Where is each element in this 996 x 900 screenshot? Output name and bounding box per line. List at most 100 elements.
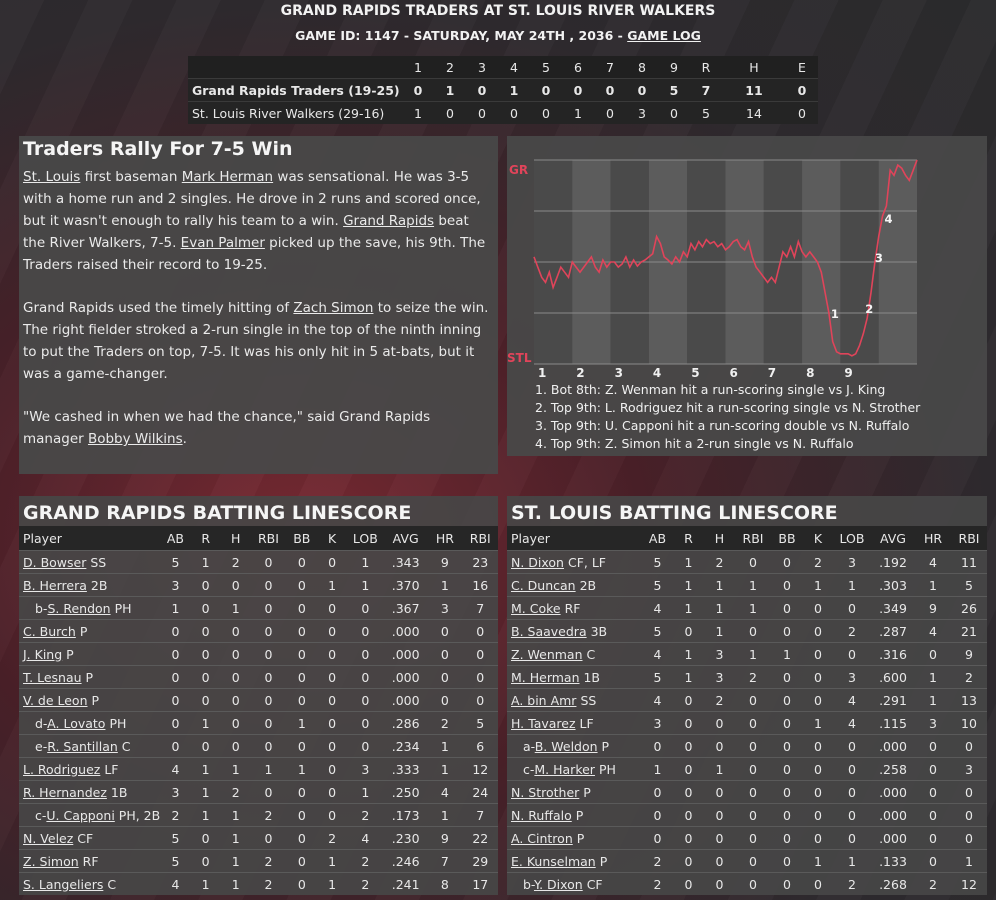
stl-batting-table: Player AB R H RBI BB K LOB AVG HR RBI N. Dixon CF, … [507,526,987,895]
stat-cell: 0 [317,734,347,758]
batting-row: V. de Leon P 0 0 0 0 0 0 0.000 0 0 [19,688,498,712]
stat-cell: .000 [871,734,915,758]
player-cell: b-S. Rendon PH [19,596,161,620]
stat-cell: 0 [803,734,833,758]
player-position: P [91,692,100,708]
stat-cell: 1 [803,711,833,735]
event-marker: 2 [865,302,873,316]
story-text: beat the River Walkers, 7-5. [23,213,469,251]
player-name-link[interactable]: H. Tavarez [511,715,576,731]
linescore-row-away: Grand Rapids Traders (19-25) 0 1 0 1 0 0 0 0 5 7 11… [188,78,818,102]
stat-cell: 0 [704,803,735,827]
player-position: P [85,669,94,685]
player-name-link[interactable]: N. Dixon [511,554,564,570]
win-probability-chart: GR STL 1 2 3 4 5 6 7 8 9 1 2 3 4 1. Bot 8th: Z. Wenman … [507,159,921,451]
player-name-link[interactable]: N. Ruffalo [511,807,572,823]
stat-cell: 0 [286,780,318,804]
player-name-link[interactable]: U. Capponi [46,807,115,823]
story-paragraph: St. Louis first baseman Mark Herman was … [23,166,493,276]
stat-cell: 0 [803,688,833,712]
player-name-link[interactable]: B. Saavedra [511,623,587,639]
inning-header: 7 [594,56,626,79]
player-name-link[interactable]: M. Herman [511,669,580,685]
linescore-cell: 0 [594,101,626,124]
player-name-link[interactable]: D. Bowser [23,554,87,570]
player-cell: c-M. Harker PH [507,757,642,781]
batting-row: M. Herman 1B 5 1 3 2 0 0 3.600 1 2 [507,665,987,689]
player-name-link[interactable]: Z. Wenman [511,646,583,662]
player-name-link[interactable]: R. Hernandez [23,784,107,800]
stat-cell: 0 [833,734,871,758]
player-name-link[interactable]: N. Velez [23,830,74,846]
stat-cell: 0 [286,619,318,643]
stat-cell: 0 [286,688,318,712]
player-name-link[interactable]: N. Strother [511,784,580,800]
player-name-link[interactable]: S. Rendon [47,600,111,616]
stat-cell: 1 [833,849,871,873]
stat-cell: 2 [951,665,987,689]
stat-cell: 10 [951,711,987,735]
story-link[interactable]: Bobby Wilkins [87,431,183,447]
x-tick-label: 7 [768,366,776,380]
batting-row: N. Strother P 0 0 0 0 0 0 0.000 0 0 [507,780,987,804]
player-name-link[interactable]: B. Herrera [23,577,87,593]
player-name-link[interactable]: C. Burch [23,623,76,639]
stat-cell: 0 [771,757,803,781]
story-link[interactable]: Grand Rapids [343,213,435,229]
stat-cell: 1 [951,849,987,873]
player-name-link[interactable]: A. Cintron [511,830,573,846]
game-log-link[interactable]: GAME LOG [627,28,701,43]
player-cell: a-B. Weldon P [507,734,642,758]
inning-header: 4 [498,56,530,79]
stat-cell: 1 [317,849,347,873]
player-name-link[interactable]: J. King [23,646,63,662]
stat-cell: 0 [771,803,803,827]
player-name-link[interactable]: C. Duncan [511,577,576,593]
stat-cell: 2 [735,665,771,689]
player-name-link[interactable]: A. Lovato [47,715,106,731]
player-name-link[interactable]: Z. Simon [23,853,79,869]
stat-cell: 0 [704,872,735,895]
stat-cell: 0 [704,711,735,735]
stat-cell: 0 [250,596,287,620]
x-tick-label: 2 [576,366,584,380]
story-text: Grand Rapids used the timely hitting of [23,300,294,316]
player-name-link[interactable]: E. Kunselman [511,853,596,869]
stat-cell: 1 [771,642,803,666]
stat-cell: 2 [250,849,287,873]
batting-row: D. Bowser SS 5 1 2 0 0 0 1.343 9 23 [19,550,498,574]
player-name-link[interactable]: S. Langeliers [23,876,104,892]
player-cell: D. Bowser SS [19,550,161,574]
player-name-link[interactable]: R. Santillan [47,738,118,754]
story-link[interactable]: Evan Palmer [180,235,265,251]
player-name-link[interactable]: M. Coke [511,600,561,616]
player-name-link[interactable]: M. Harker [534,761,595,777]
story-link[interactable]: Mark Herman [181,169,274,185]
stat-cell: 16 [462,573,498,597]
stat-cell: 0 [427,665,463,689]
stat-cell: 0 [346,619,385,643]
stat-cell: .000 [384,688,428,712]
player-name-link[interactable]: B. Weldon [534,738,598,754]
batting-row: J. King P 0 0 0 0 0 0 0.000 0 0 [19,642,498,666]
stat-cell: 0 [427,688,463,712]
stat-cell: 0 [704,826,735,850]
player-name-link[interactable]: L. Rodriguez [23,761,101,777]
player-name-link[interactable]: T. Lesnau [23,669,82,685]
player-cell: B. Herrera 2B [19,573,161,597]
player-position: 2B [579,577,597,593]
player-name-link[interactable]: A. bin Amr [511,692,577,708]
player-cell: C. Burch P [19,619,161,643]
stat-cell: 2 [833,872,871,895]
column-header: HR [427,526,463,551]
story-link[interactable]: Zach Simon [293,300,374,316]
stat-cell: 1 [190,872,221,895]
story-text: . [182,431,187,447]
story-link[interactable]: St. Louis [23,169,81,185]
player-name-link[interactable]: Y. Dixon [533,876,583,892]
batting-row: H. Tavarez LF 3 0 0 0 0 1 4.115 3 10 [507,711,987,735]
stat-cell: 0 [190,596,221,620]
stat-cell: 1 [317,573,347,597]
gr-batting-title: GRAND RAPIDS BATTING LINESCORE [23,502,412,524]
player-name-link[interactable]: V. de Leon [23,692,88,708]
